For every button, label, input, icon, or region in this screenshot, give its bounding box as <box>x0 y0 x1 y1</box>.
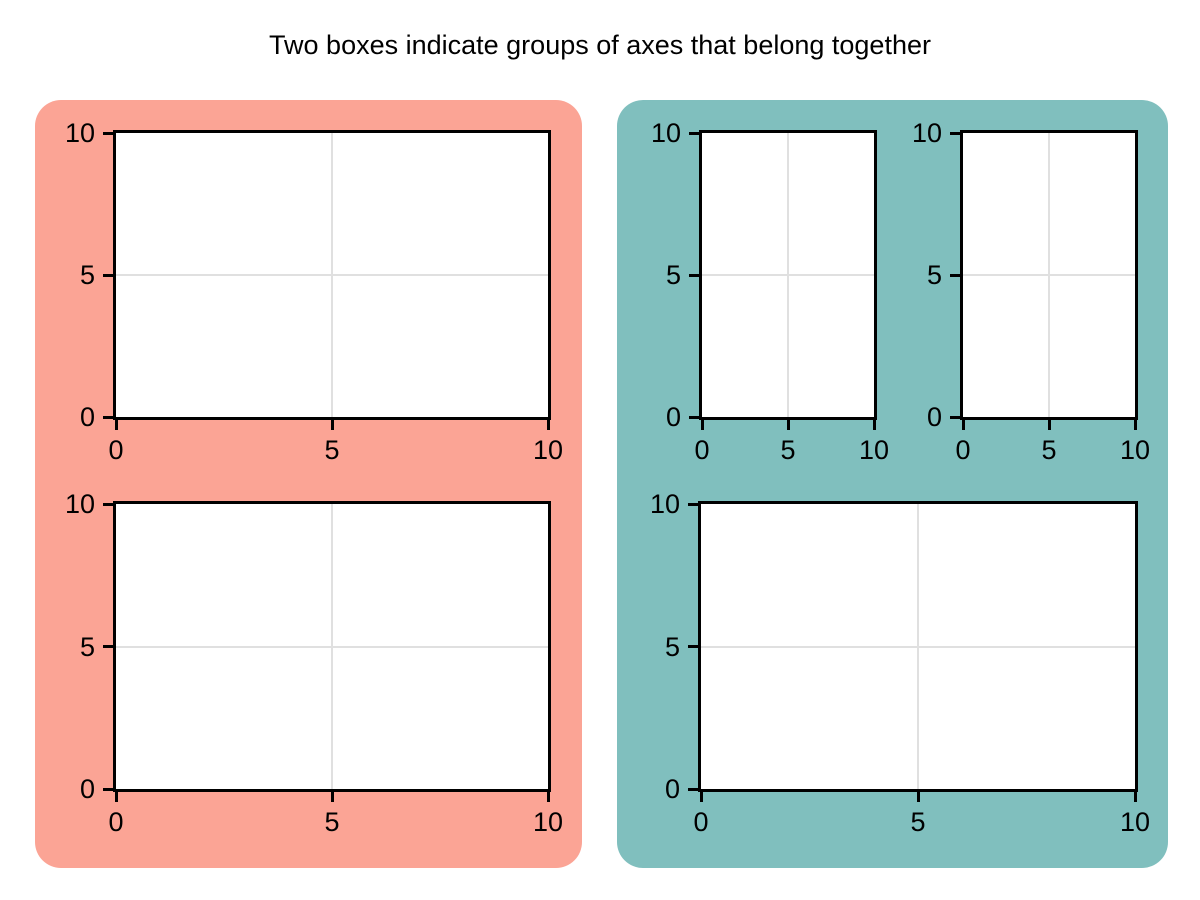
y-gridline <box>116 645 548 648</box>
x-tick-mark <box>916 789 920 802</box>
x-tick-label: 10 <box>532 807 564 837</box>
x-tick-label: 0 <box>108 807 124 837</box>
x-tick-label: 10 <box>1119 807 1151 837</box>
y-tick-mark <box>688 645 701 648</box>
x-tick-label: 0 <box>955 435 971 465</box>
y-tick-mark <box>103 787 116 791</box>
axes-teal-top-right: 0 5 10 0 5 10 <box>912 120 1150 464</box>
y-tick-label: 5 <box>79 631 95 662</box>
x-tick-mark <box>699 789 703 802</box>
y-tick-label: 0 <box>665 402 681 432</box>
y-tick-label: 5 <box>664 631 680 662</box>
y-tick-mark <box>103 502 116 506</box>
y-tick-mark <box>103 273 116 277</box>
y-tick-mark <box>688 787 701 791</box>
y-tick-mark <box>689 273 702 277</box>
x-tick-label: 5 <box>324 435 340 465</box>
y-gridline <box>702 274 874 276</box>
y-tick-mark <box>689 131 702 135</box>
x-tick-mark <box>330 789 334 802</box>
y-gridline <box>116 274 548 276</box>
axes-teal-bottom: 0 5 10 0 5 10 <box>650 491 1150 836</box>
x-tick-label: 10 <box>1119 435 1151 465</box>
y-tick-label: 5 <box>665 260 681 290</box>
y-tick-label: 10 <box>64 489 95 519</box>
axes-salmon-bottom: 0 5 10 0 5 10 <box>65 491 563 836</box>
x-tick-label: 5 <box>1041 435 1057 465</box>
y-tick-label: 0 <box>79 402 95 432</box>
x-tick-mark <box>546 789 550 802</box>
y-tick-mark <box>103 415 116 419</box>
x-tick-label: 10 <box>858 435 890 465</box>
x-tick-mark <box>961 417 965 430</box>
x-tick-mark <box>872 417 876 430</box>
y-tick-mark <box>103 645 116 648</box>
x-tick-mark <box>1047 417 1051 430</box>
y-gridline <box>963 274 1135 276</box>
y-tick-label: 0 <box>79 774 95 804</box>
y-tick-mark <box>103 131 116 135</box>
y-tick-label: 0 <box>664 774 680 804</box>
y-tick-label: 10 <box>649 489 680 519</box>
x-tick-mark <box>1133 789 1137 802</box>
x-tick-label: 0 <box>108 435 124 465</box>
y-tick-mark <box>688 502 701 506</box>
x-tick-mark <box>114 789 118 802</box>
axes-salmon-top: 0 5 10 0 5 10 <box>65 120 563 464</box>
x-tick-label: 5 <box>324 807 340 837</box>
x-tick-mark <box>546 417 550 430</box>
y-tick-label: 5 <box>79 260 95 290</box>
x-tick-label: 0 <box>694 435 710 465</box>
x-tick-mark <box>114 417 118 430</box>
y-tick-mark <box>950 415 963 419</box>
x-tick-label: 0 <box>693 807 709 837</box>
y-tick-label: 0 <box>926 402 942 432</box>
y-gridline <box>701 645 1135 648</box>
y-tick-label: 5 <box>926 260 942 290</box>
x-tick-label: 5 <box>910 807 926 837</box>
x-tick-mark <box>786 417 790 430</box>
y-tick-label: 10 <box>650 118 681 148</box>
x-tick-label: 10 <box>532 435 564 465</box>
x-tick-mark <box>330 417 334 430</box>
axes-teal-top-left: 0 5 10 0 5 10 <box>651 120 889 464</box>
y-tick-mark <box>689 415 702 419</box>
y-tick-mark <box>950 131 963 135</box>
x-tick-mark <box>700 417 704 430</box>
y-tick-mark <box>950 273 963 277</box>
figure-title: Two boxes indicate groups of axes that b… <box>269 30 931 60</box>
x-tick-mark <box>1133 417 1137 430</box>
y-tick-label: 10 <box>911 118 942 148</box>
y-tick-label: 10 <box>64 118 95 148</box>
x-tick-label: 5 <box>780 435 796 465</box>
